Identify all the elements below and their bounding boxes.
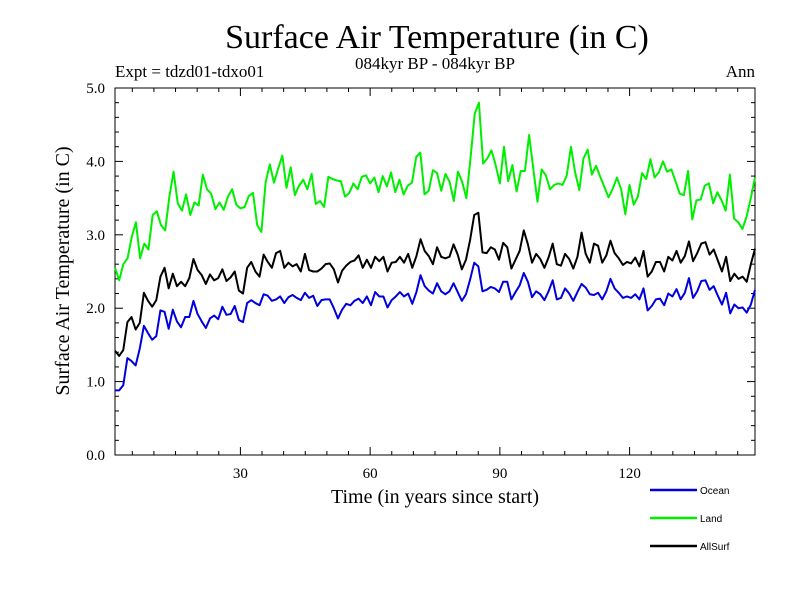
y-tick-label: 3.0	[86, 228, 105, 244]
legend-label-ocean: Ocean	[700, 486, 729, 497]
y-axis-title: Surface Air Temperature (in C)	[52, 146, 74, 395]
y-tick-label: 2.0	[86, 301, 105, 317]
x-tick-label: 60	[363, 466, 378, 482]
x-tick-label: 120	[618, 466, 641, 482]
legend-label-land: Land	[700, 514, 722, 525]
chart-subtitle: 084kyr BP - 084kyr BP	[355, 54, 515, 73]
chart-title: Surface Air Temperature (in C)	[225, 19, 649, 56]
series-lines	[114, 101, 756, 392]
series-line-ocean	[115, 261, 756, 392]
legend: Ocean Land AllSurf	[650, 486, 730, 553]
y-tick-label: 4.0	[86, 154, 105, 170]
plot-frame	[114, 87, 756, 456]
season-label: Ann	[726, 62, 756, 81]
x-axis-title: Time (in years since start)	[331, 486, 539, 508]
series-line-allsurf	[114, 211, 756, 357]
x-tick-label: 90	[492, 466, 507, 482]
series-line-land	[114, 101, 756, 282]
y-tick-label: 1.0	[86, 375, 105, 391]
y-tick-label: 5.0	[86, 81, 105, 97]
y-axis: 0.0 1.0 2.0 3.0 4.0 5.0	[86, 81, 755, 464]
experiment-label: Expt = tdzd01-tdxo01	[115, 62, 264, 81]
x-axis: 30 60 90 120	[131, 88, 739, 482]
legend-label-allsurf: AllSurf	[700, 542, 730, 553]
x-tick-label: 30	[233, 466, 248, 482]
y-tick-label: 0.0	[86, 448, 105, 464]
